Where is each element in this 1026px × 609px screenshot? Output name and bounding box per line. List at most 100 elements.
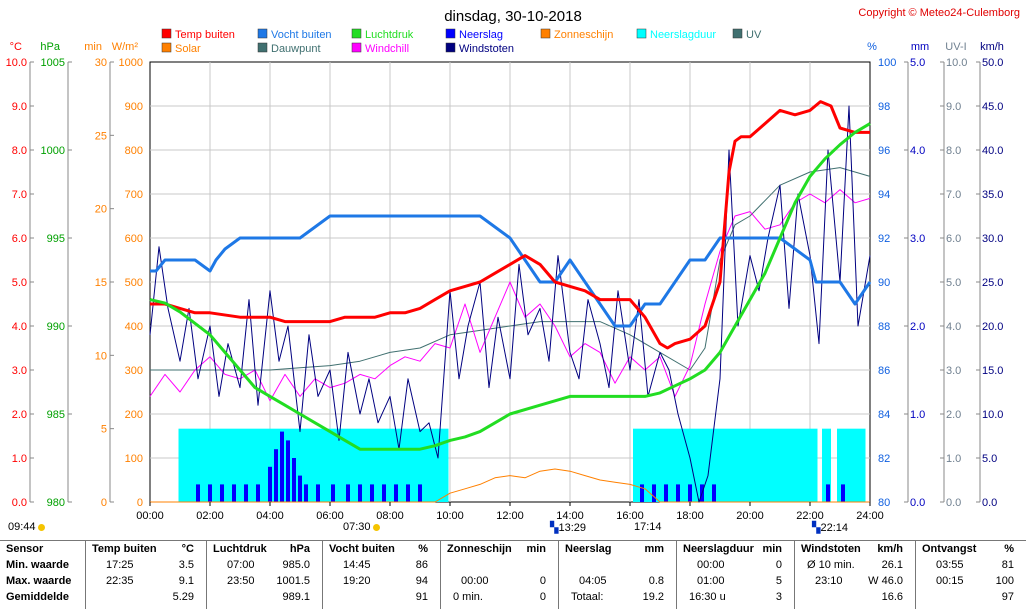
axis-unit: mm — [911, 41, 929, 53]
axis-tick-label: 0 — [137, 497, 143, 509]
rain-bar — [274, 449, 278, 502]
axis-tick-label: 2.0 — [910, 321, 925, 333]
axis-tick-label: 84 — [878, 409, 890, 421]
axis-tick-label: 25 — [95, 130, 107, 142]
stat-max-time: 23:10 — [815, 575, 843, 587]
axis-tick-label: 10 — [95, 350, 107, 362]
legend-label: UV — [746, 29, 762, 41]
axis-tick-label: 30 — [95, 57, 107, 69]
rain-bar — [208, 484, 212, 502]
stat-title: Neerslag — [565, 543, 612, 555]
rain-bar — [280, 431, 284, 502]
stat-max-time: 22:35 — [106, 575, 134, 587]
axis-tick-label: 500 — [125, 277, 143, 289]
axis-tick-label: 1000 — [41, 145, 65, 157]
rain-bars — [196, 431, 845, 502]
axis-tick-label: 90 — [878, 277, 890, 289]
stat-max-time: 00:15 — [936, 575, 964, 587]
axis-tick-label: 800 — [125, 145, 143, 157]
sun-position-icon: ▚ — [550, 522, 559, 534]
moon-icon: ▚ — [812, 522, 821, 534]
legend-label: Windchill — [365, 43, 409, 55]
rain-bar — [232, 484, 236, 502]
axis-tick-label: 6.0 — [12, 233, 27, 245]
stat-max: 9.1 — [178, 575, 194, 587]
axis-tick-label: 15 — [95, 277, 107, 289]
rain-bar — [841, 484, 845, 502]
axis-tick-label: 1.0 — [946, 453, 961, 465]
axis-tick-label: 4.0 — [910, 145, 925, 157]
noon-time: ▚13:29 — [550, 522, 586, 534]
axis-tick-label: 1.0 — [910, 409, 925, 421]
legend-swatch — [540, 28, 551, 39]
legend-swatch — [732, 28, 743, 39]
axis-tick-label: 15.0 — [982, 365, 1003, 377]
stats-gusts: Windstoten km/h Ø 10 min. 26.1 23:10 W 46.0… — [795, 541, 916, 609]
rain-bar — [331, 484, 335, 502]
rain-bar — [418, 484, 422, 502]
legend-swatch — [445, 42, 456, 53]
axis-tick-label: 9.0 — [946, 101, 961, 113]
axis-tick-label: 100 — [878, 57, 896, 69]
stat-max: 1001.5 — [276, 575, 310, 587]
stat-unit: hPa — [289, 543, 310, 555]
axis-tick-label: 9.0 — [12, 101, 27, 113]
axis-tick-label: 6.0 — [946, 233, 961, 245]
stat-max: 100 — [995, 575, 1014, 587]
copyright: Copyright © Meteo24-Culemborg — [858, 7, 1020, 19]
stat-title: Luchtdruk — [213, 543, 267, 555]
legend-swatch — [636, 28, 647, 39]
axis-tick-label: 100 — [125, 453, 143, 465]
axis-tick-label: 10.0 — [6, 57, 27, 69]
stat-min-time: 07:00 — [227, 559, 255, 571]
stat-unit: min — [762, 543, 782, 555]
series-line-windstoten — [149, 105, 871, 503]
label-sensor: Sensor — [6, 543, 44, 555]
rain-bar — [256, 484, 260, 502]
label-avg: Gemiddelde — [6, 591, 69, 603]
axis-tick-label: 995 — [47, 233, 65, 245]
axis-tick-label: 35.0 — [982, 189, 1003, 201]
axis-tick-label: 82 — [878, 453, 890, 465]
axis-unit: W/m² — [112, 41, 139, 53]
rain-bar — [640, 484, 644, 502]
axis-tick-label: 1005 — [41, 57, 65, 69]
stat-avg: 5.29 — [172, 591, 194, 603]
axis-tick-label: 8.0 — [12, 145, 27, 157]
legend-label: Windstoten — [459, 43, 514, 55]
rain-bar — [298, 475, 302, 502]
series-line-luchtdruk — [149, 122, 871, 451]
stat-unit: mm — [644, 543, 664, 555]
stat-max: 0.8 — [648, 575, 664, 587]
x-tick-label: 20:00 — [736, 510, 764, 522]
axis-tick-label: 20.0 — [982, 321, 1003, 333]
x-axis-ticks: 00:00 02:00 04:00 06:00 08:00 10:00 12:00 14:00… — [136, 502, 884, 522]
stat-min-time: 03:55 — [936, 559, 964, 571]
axis-tick-label: 92 — [878, 233, 890, 245]
axis-tick-label: 1000 — [119, 57, 143, 69]
stat-title: Vocht buiten — [329, 543, 395, 555]
axis-tick-label: 5.0 — [910, 57, 925, 69]
axis-tick-label: 25.0 — [982, 277, 1003, 289]
stat-unit: % — [1004, 543, 1014, 555]
legend-swatch — [445, 28, 456, 39]
stat-avg-label: Totaal: — [571, 591, 604, 603]
axis-unit: UV-I — [945, 41, 966, 53]
stat-max-time: 00:00 — [461, 575, 489, 587]
axis-tick-label: 5.0 — [982, 453, 997, 465]
stat-min-time: 00:00 — [697, 559, 725, 571]
stats-labels: Sensor Min. waarde Max. waarde Gemiddeld… — [0, 541, 86, 609]
axis-unit: hPa — [40, 41, 60, 53]
rain-bar — [244, 484, 248, 502]
axis-tick-label: 980 — [47, 497, 65, 509]
stat-avg: 19.2 — [642, 591, 664, 603]
axis-tick-label: 0.0 — [982, 497, 997, 509]
axis-tick-label: 900 — [125, 101, 143, 113]
x-tick-label: 14:00 — [556, 510, 584, 522]
legend-label: Neerslagduur — [650, 29, 716, 41]
rain-bar — [268, 466, 272, 502]
rain-bar — [370, 484, 374, 502]
stat-title: Temp buiten — [92, 543, 157, 555]
legend-label: Dauwpunt — [271, 43, 321, 55]
legend-swatch — [257, 42, 268, 53]
